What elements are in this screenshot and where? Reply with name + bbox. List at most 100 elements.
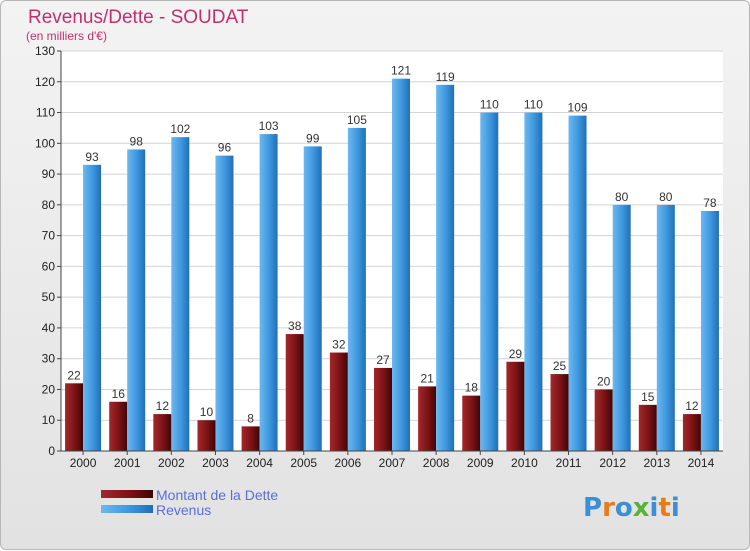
- data-label-dette: 12: [685, 399, 699, 413]
- data-label-dette: 16: [112, 387, 126, 401]
- bar-dette: [329, 352, 348, 451]
- x-tick-label: 2010: [511, 456, 538, 470]
- y-tick-label: 30: [42, 352, 56, 366]
- data-label-dette: 22: [67, 368, 81, 382]
- bar-revenus: [392, 78, 410, 451]
- x-tick-label: 2005: [290, 456, 317, 470]
- data-label-revenus: 110: [524, 98, 543, 112]
- bar-dette: [506, 361, 525, 451]
- y-tick-label: 70: [42, 229, 56, 243]
- chart-subtitle: (en milliers d'€): [26, 29, 107, 43]
- data-label-dette: 29: [509, 347, 523, 361]
- x-tick-label: 2012: [599, 456, 626, 470]
- bar-dette: [682, 414, 701, 451]
- x-tick-label: 2014: [688, 456, 715, 470]
- x-tick-label: 2001: [114, 456, 141, 470]
- y-tick-label: 50: [42, 290, 56, 304]
- legend-label-debt: Montant de la Dette: [156, 487, 278, 503]
- bars: 2293169812102109681033899321052712121119…: [65, 64, 719, 452]
- logo-letter: o: [615, 493, 633, 523]
- bar-dette: [550, 374, 569, 451]
- data-label-revenus: 103: [259, 119, 279, 133]
- data-label-dette: 27: [376, 353, 390, 367]
- x-tick-label: 2009: [467, 456, 494, 470]
- y-tick-label: 90: [42, 167, 56, 181]
- data-label-dette: 38: [288, 319, 302, 333]
- bar-revenus: [480, 112, 499, 452]
- data-label-dette: 25: [553, 359, 567, 373]
- bar-dette: [197, 420, 216, 451]
- bar-dette: [109, 401, 128, 451]
- x-tick-label: 2011: [556, 456, 582, 470]
- data-label-revenus: 78: [703, 196, 717, 210]
- y-tick-label: 80: [42, 198, 56, 212]
- logo-letter: r: [602, 493, 615, 523]
- data-label-revenus: 110: [480, 98, 499, 112]
- legend-label-revenus: Revenus: [156, 502, 211, 518]
- data-label-dette: 8: [247, 411, 254, 425]
- bar-dette: [285, 334, 304, 451]
- bar-dette: [374, 367, 392, 451]
- legend-swatch-debt: [101, 490, 153, 498]
- bar-revenus: [524, 112, 543, 452]
- logo-letter: t: [658, 493, 670, 523]
- data-label-revenus: 105: [347, 113, 367, 127]
- y-tick-label: 110: [36, 106, 55, 120]
- bar-dette: [418, 386, 437, 451]
- data-label-dette: 12: [156, 399, 170, 413]
- bar-dette: [594, 389, 613, 451]
- bar-revenus: [215, 155, 234, 451]
- y-tick-label: 130: [35, 44, 55, 58]
- data-label-dette: 32: [332, 338, 346, 352]
- bar-revenus: [700, 211, 719, 451]
- bar-revenus: [436, 84, 455, 451]
- data-label-revenus: 121: [391, 64, 411, 78]
- x-tick-label: 2007: [379, 456, 406, 470]
- y-tick-label: 100: [35, 136, 55, 150]
- data-label-revenus: 119: [436, 70, 455, 84]
- proxiti-logo: Proxiti: [583, 493, 680, 523]
- data-label-revenus: 98: [130, 134, 144, 148]
- bar-dette: [638, 404, 657, 451]
- bar-dette: [153, 414, 172, 451]
- x-tick-label: 2003: [202, 456, 229, 470]
- y-tick-label: 40: [42, 321, 56, 335]
- data-label-revenus: 102: [170, 122, 190, 136]
- x-tick-label: 2006: [335, 456, 362, 470]
- x-tick-label: 2013: [643, 456, 670, 470]
- bar-dette: [462, 395, 481, 451]
- data-label-revenus: 80: [659, 190, 673, 204]
- data-label-dette: 15: [641, 390, 655, 404]
- bar-dette: [241, 426, 260, 451]
- data-label-dette: 20: [597, 374, 611, 388]
- bar-revenus: [612, 204, 631, 451]
- x-tick-label: 2008: [423, 456, 450, 470]
- bar-revenus: [656, 204, 675, 451]
- data-label-dette: 21: [420, 371, 434, 385]
- bar-revenus: [171, 137, 190, 451]
- y-tick-label: 0: [48, 444, 55, 458]
- bar-revenus: [347, 127, 366, 451]
- x-tick-label: 2000: [70, 456, 97, 470]
- data-label-dette: 18: [465, 381, 479, 395]
- bar-revenus: [259, 134, 278, 452]
- legend-swatch-revenus: [101, 505, 153, 513]
- logo-letter: i: [671, 493, 680, 523]
- chart-title: Revenus/Dette - SOUDAT: [28, 7, 249, 28]
- x-tick-label: 2004: [246, 456, 273, 470]
- data-label-revenus: 109: [568, 101, 588, 115]
- logo-letter: P: [583, 493, 602, 523]
- y-tick-label: 120: [35, 75, 55, 89]
- bar-dette: [65, 383, 84, 451]
- data-label-revenus: 80: [615, 190, 629, 204]
- bar-revenus: [127, 149, 146, 451]
- bar-revenus: [568, 115, 587, 451]
- data-label-revenus: 99: [306, 131, 320, 145]
- bar-revenus: [303, 146, 322, 451]
- y-tick-label: 20: [42, 382, 56, 396]
- bar-revenus: [83, 164, 102, 451]
- data-label-dette: 10: [200, 405, 214, 419]
- y-tick-label: 60: [42, 259, 56, 273]
